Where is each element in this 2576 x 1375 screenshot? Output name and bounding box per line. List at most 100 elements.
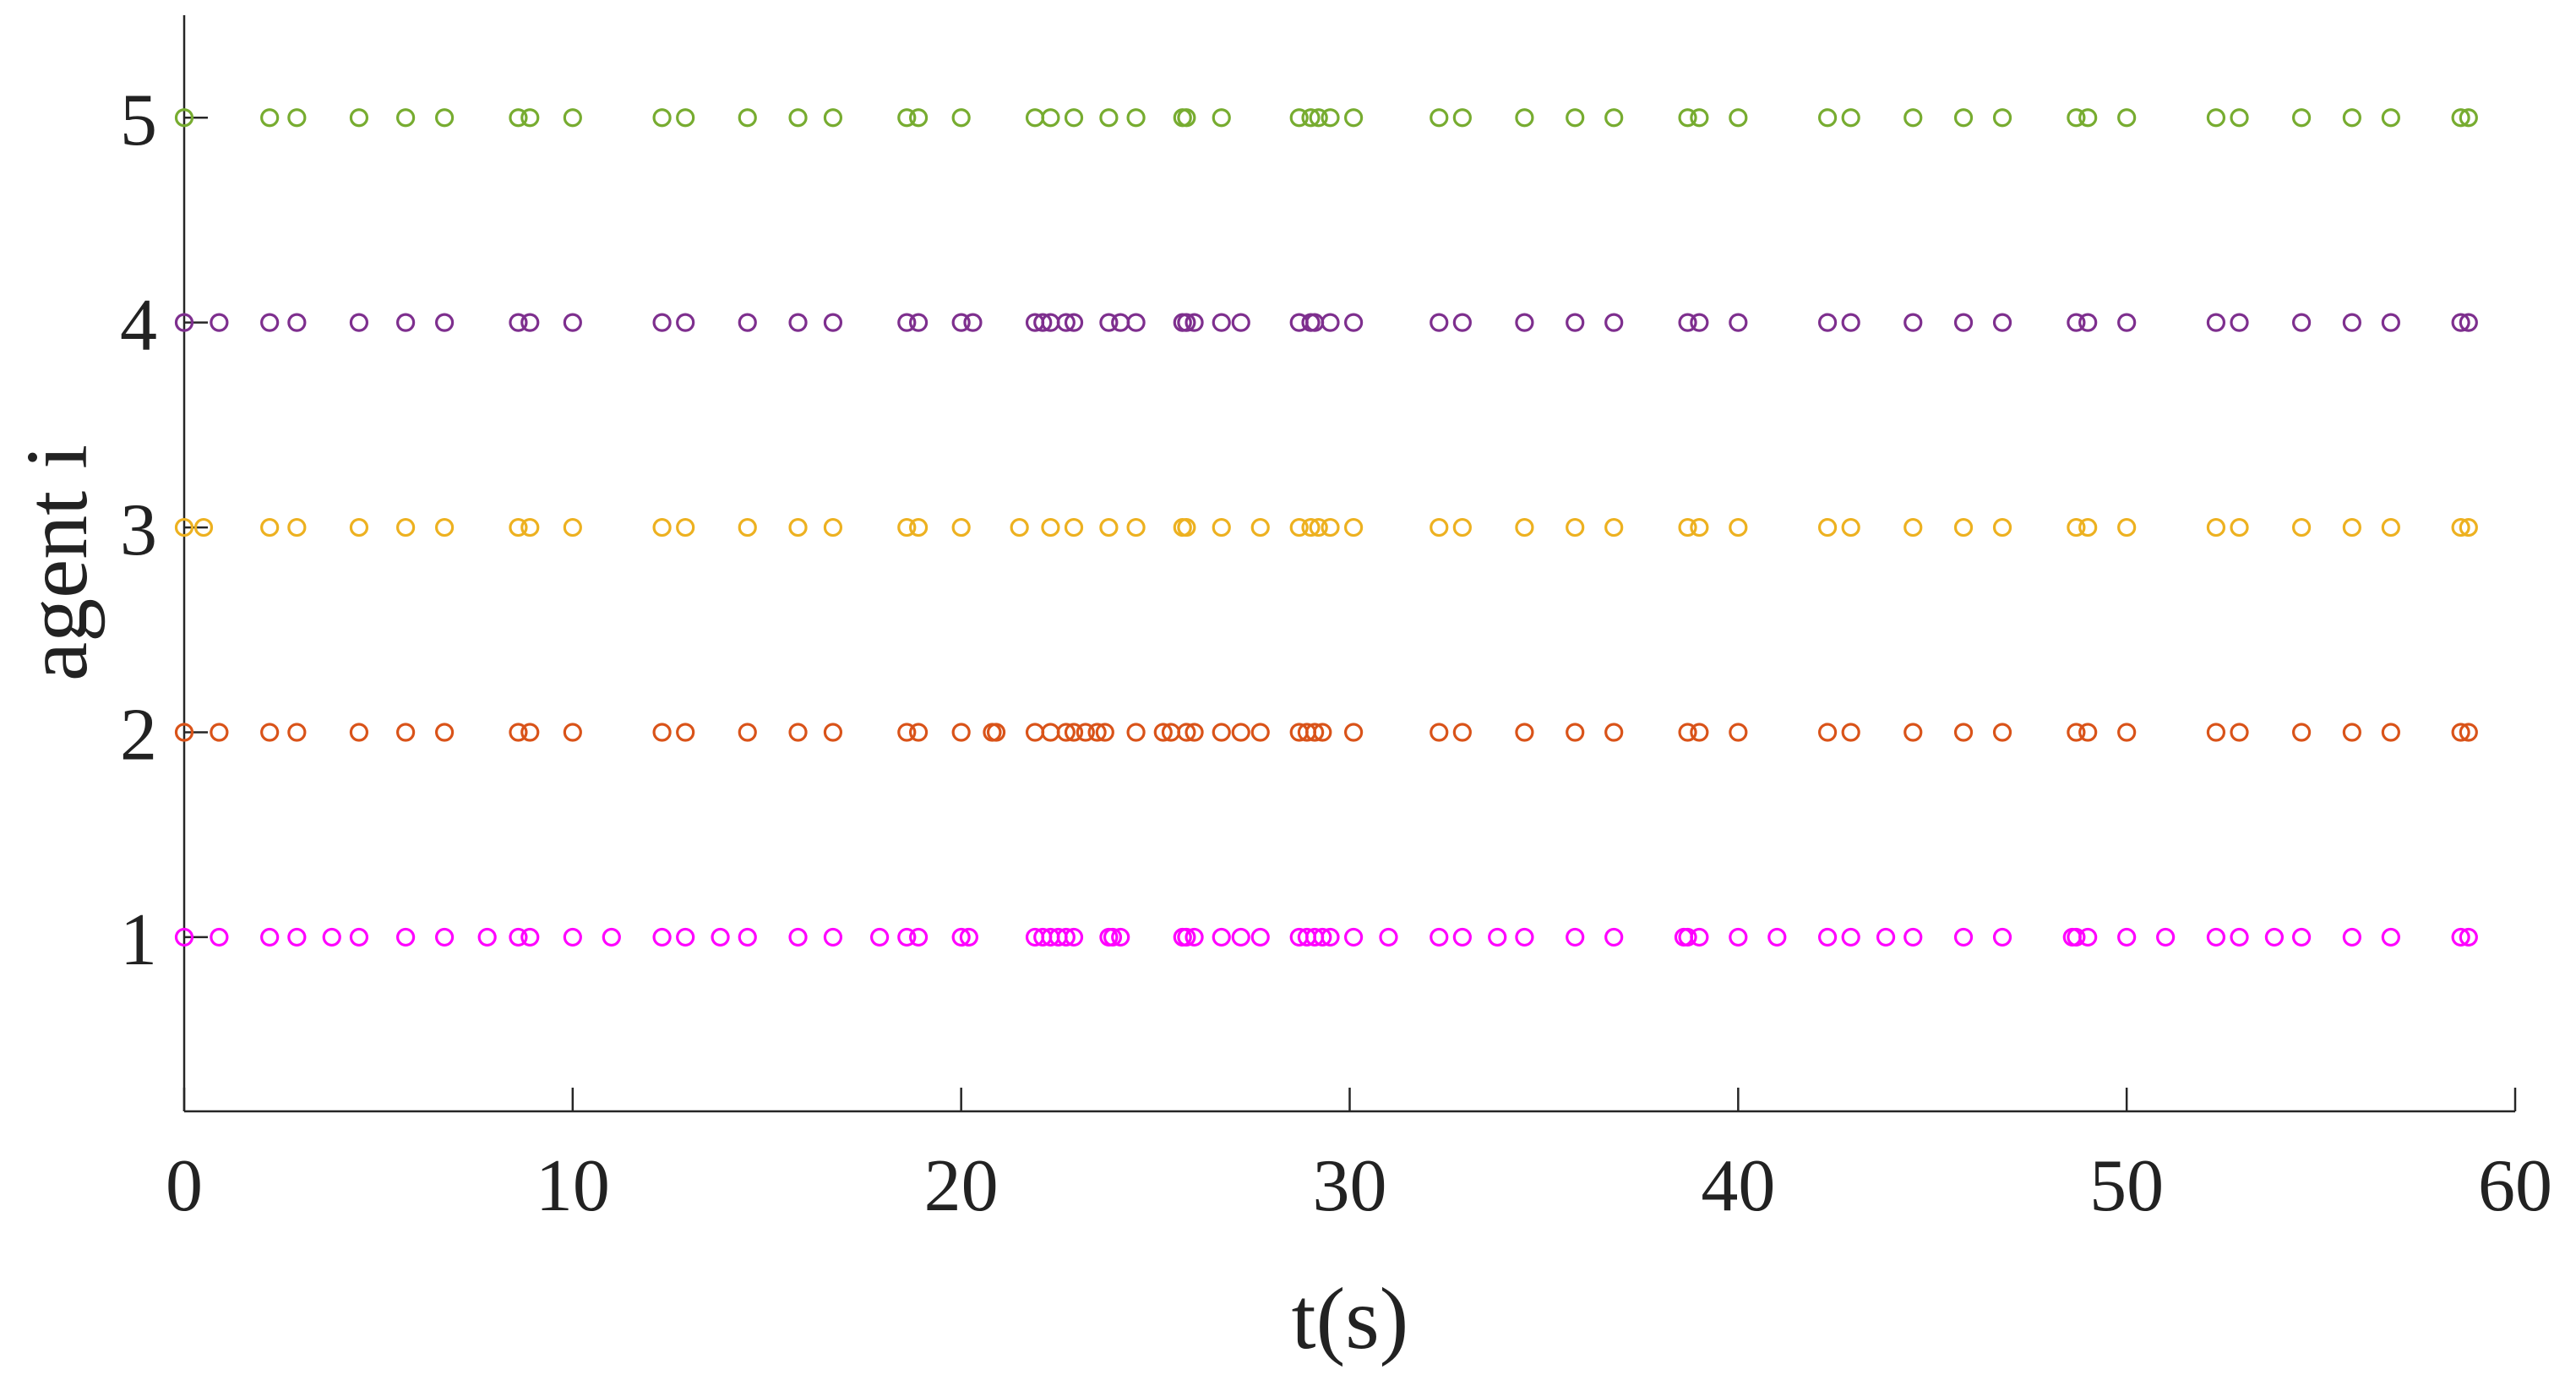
- event-point: [2206, 517, 2226, 537]
- event-point: [1177, 723, 1196, 742]
- event-point: [520, 108, 540, 128]
- event-point: [2078, 108, 2098, 128]
- event-point: [1177, 313, 1196, 332]
- event-point: [563, 723, 582, 742]
- event-point: [2117, 108, 2137, 128]
- event-point: [2291, 517, 2312, 537]
- event-point: [2342, 927, 2361, 947]
- event-point: [1566, 517, 1585, 537]
- event-point: [349, 108, 369, 128]
- series-agent-3: [174, 517, 2478, 537]
- event-point: [1678, 517, 1697, 537]
- event-point: [1177, 927, 1196, 947]
- event-point: [1212, 108, 1231, 128]
- event-point: [509, 927, 528, 947]
- event-point: [1064, 723, 1084, 742]
- event-point: [1379, 927, 1398, 947]
- event-point: [652, 313, 672, 332]
- event-point: [1313, 927, 1332, 947]
- event-point: [1309, 108, 1328, 128]
- x-tick-label: 50: [2089, 1145, 2164, 1227]
- event-point: [1250, 723, 1270, 742]
- event-point: [1343, 723, 1364, 742]
- event-point: [563, 108, 582, 128]
- event-point: [897, 517, 917, 537]
- event-point: [2451, 313, 2470, 332]
- event-point: [1177, 517, 1196, 537]
- event-point: [2117, 927, 2137, 947]
- event-point: [1185, 313, 1204, 332]
- event-point: [1515, 723, 1534, 742]
- event-point: [738, 517, 757, 537]
- event-point: [738, 313, 757, 332]
- x-tick-label: 30: [1313, 1145, 1387, 1227]
- event-point: [1185, 723, 1204, 742]
- event-point: [210, 313, 229, 332]
- event-point: [2342, 517, 2361, 537]
- event-point: [1841, 313, 1860, 332]
- event-point: [1903, 108, 1923, 128]
- event-point: [1064, 517, 1084, 537]
- event-point: [2381, 517, 2400, 537]
- event-point: [652, 108, 672, 128]
- event-point: [1604, 927, 1624, 947]
- event-point: [652, 517, 672, 537]
- event-point: [349, 313, 369, 332]
- event-point: [1033, 313, 1053, 332]
- event-point: [1841, 108, 1860, 128]
- event-point: [477, 927, 497, 947]
- event-point: [396, 108, 416, 128]
- event-point: [1452, 723, 1472, 742]
- event-point: [1817, 927, 1838, 947]
- event-point: [287, 517, 307, 537]
- event-point: [1841, 517, 1860, 537]
- event-point: [1604, 723, 1624, 742]
- event-point: [1690, 108, 1709, 128]
- event-point: [1566, 723, 1585, 742]
- event-point: [1903, 517, 1923, 537]
- y-tick-label: 3: [120, 489, 157, 571]
- event-point: [2078, 927, 2098, 947]
- event-point: [1953, 517, 1974, 537]
- event-point: [1321, 517, 1340, 537]
- event-point: [2206, 108, 2226, 128]
- event-point: [908, 723, 929, 742]
- event-point: [434, 723, 455, 742]
- event-point: [1566, 313, 1585, 332]
- event-point: [174, 108, 194, 128]
- event-point: [1321, 927, 1340, 947]
- event-point: [1953, 927, 1974, 947]
- series-agent-4: [174, 313, 2478, 332]
- event-point: [2067, 108, 2086, 128]
- event-point: [509, 313, 528, 332]
- event-point: [788, 313, 808, 332]
- event-point: [349, 517, 369, 537]
- event-point: [1177, 108, 1196, 128]
- event-point: [1343, 517, 1364, 537]
- event-point: [1126, 313, 1146, 332]
- event-point: [287, 927, 307, 947]
- event-point: [260, 313, 280, 332]
- event-point: [260, 517, 280, 537]
- event-point: [1041, 517, 1060, 537]
- event-point: [287, 108, 307, 128]
- event-point: [2230, 723, 2249, 742]
- event-point: [2451, 927, 2470, 947]
- event-point: [1903, 927, 1923, 947]
- x-tick-label: 20: [924, 1145, 999, 1227]
- event-point: [897, 313, 917, 332]
- event-point: [823, 927, 843, 947]
- event-point: [2459, 517, 2478, 537]
- event-point: [1876, 927, 1896, 947]
- event-point: [1604, 517, 1624, 537]
- event-point: [2156, 927, 2176, 947]
- event-point: [2451, 108, 2470, 128]
- event-point: [2342, 723, 2361, 742]
- event-point: [2291, 313, 2312, 332]
- event-point: [1126, 723, 1146, 742]
- event-point: [260, 927, 280, 947]
- event-point: [823, 517, 843, 537]
- x-axis-ticks: 0 10 20 30 40 50 60: [166, 1088, 2552, 1227]
- event-point: [1010, 517, 1029, 537]
